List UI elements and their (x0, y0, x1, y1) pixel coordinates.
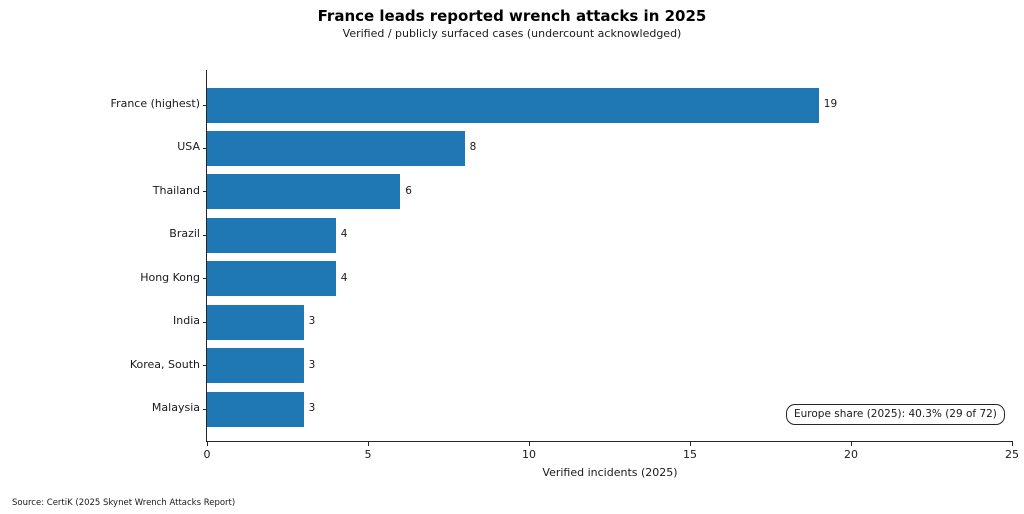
category-label: India (173, 314, 200, 328)
bar (207, 217, 336, 253)
y-tick-mark (203, 234, 207, 236)
bar-value-label: 3 (308, 358, 316, 371)
x-tick-mark (850, 442, 852, 446)
bar-value-label: 3 (308, 315, 316, 328)
x-tick-mark (367, 442, 369, 446)
bar-value-label: 3 (308, 402, 316, 414)
bar-value-label: 6 (405, 184, 412, 197)
y-tick-mark (203, 104, 207, 106)
x-tick-label: 15 (683, 448, 697, 461)
bar (207, 261, 336, 297)
annotation-europe-share: Europe share (2025): 40.3% (29 of 72) (786, 404, 1005, 425)
category-label: Thailand (152, 183, 200, 197)
bar-value-label: 4 (340, 271, 348, 284)
y-tick-mark (203, 408, 207, 410)
category-label: Hong Kong (140, 270, 200, 284)
category-label: France (highest) (110, 97, 200, 110)
x-tick-label: 5 (364, 448, 372, 461)
x-tick-mark (206, 442, 208, 446)
x-tick-mark (1011, 442, 1013, 446)
bar (207, 391, 304, 427)
x-tick-label: 20 (844, 448, 858, 461)
chart-subtitle: Verified / publicly surfaced cases (unde… (342, 27, 682, 40)
bar (207, 87, 819, 123)
bar (207, 348, 304, 384)
bar-value-label: 4 (340, 228, 348, 241)
x-tick-label: 25 (1005, 448, 1019, 461)
x-tick-label: 0 (203, 448, 211, 461)
category-label: Malaysia (151, 401, 200, 414)
y-tick-mark (203, 321, 207, 323)
y-tick-mark (203, 365, 207, 367)
category-label: Brazil (169, 227, 200, 241)
source-note: Source: CertiK (2025 Skynet Wrench Attac… (12, 498, 236, 508)
bar-value-label: 8 (469, 141, 477, 154)
x-axis-spine (206, 441, 1013, 442)
y-tick-mark (203, 191, 207, 193)
y-tick-mark (203, 147, 207, 149)
bar (207, 174, 401, 210)
chart-title: France leads reported wrench attacks in … (317, 7, 707, 25)
category-label: Korea, South (129, 357, 200, 371)
x-axis-title: Verified incidents (2025) (542, 466, 678, 479)
bar (207, 130, 465, 166)
category-label: USA (177, 140, 200, 154)
y-axis-spine (206, 70, 207, 442)
bar-value-label: 19 (823, 98, 838, 110)
y-tick-mark (203, 278, 207, 280)
x-tick-label: 10 (522, 448, 536, 461)
x-tick-mark (528, 442, 530, 446)
bar (207, 304, 304, 340)
x-tick-mark (689, 442, 691, 446)
